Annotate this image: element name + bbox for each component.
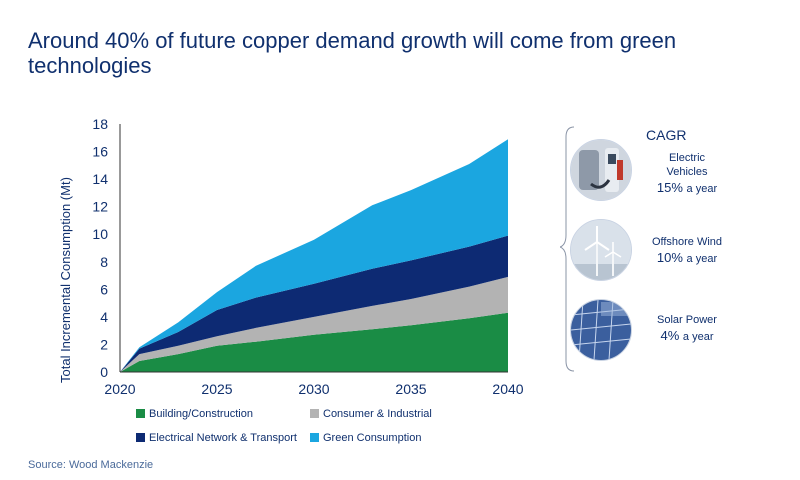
cagr-heading: CAGR <box>646 127 687 143</box>
y-tick-label: 4 <box>100 309 108 325</box>
brace-icon <box>560 126 575 372</box>
cagr-panel: CAGR Electric Vehicles 15% a year <box>560 125 760 375</box>
legend-item-consumer: Consumer & Industrial <box>310 408 432 420</box>
y-tick-label: 16 <box>92 144 108 160</box>
y-tick-label: 10 <box>92 226 108 242</box>
solar-panel-icon <box>570 299 632 361</box>
legend-item-electrical: Electrical Network & Transport <box>136 432 297 444</box>
legend-label: Consumer & Industrial <box>323 408 432 420</box>
x-tick-label: 2040 <box>492 381 523 397</box>
legend-label: Building/Construction <box>149 408 253 420</box>
cagr-rate: 4% <box>660 328 680 343</box>
area-series-2 <box>120 276 508 372</box>
source-note: Source: Wood Mackenzie <box>28 459 154 471</box>
area-series-4 <box>120 139 508 372</box>
cagr-item-ev: Electric Vehicles 15% a year <box>632 151 742 198</box>
area-series-3 <box>120 235 508 372</box>
x-tick-label: 2020 <box>104 381 135 397</box>
y-tick-label: 18 <box>92 116 108 132</box>
legend-swatch <box>310 433 319 442</box>
cagr-rate: 10% <box>656 250 683 265</box>
wind-turbine-icon <box>570 219 632 281</box>
y-tick-label: 6 <box>100 281 108 297</box>
area-series-1 <box>120 312 508 372</box>
legend-item-green: Green Consumption <box>310 432 421 444</box>
cagr-rate-line: 4% a year <box>632 327 742 346</box>
y-tick-label: 0 <box>100 364 108 380</box>
x-tick-label: 2035 <box>395 381 426 397</box>
cagr-unit: a year <box>682 331 714 343</box>
legend-label: Green Consumption <box>323 432 422 444</box>
legend-swatch <box>136 409 145 418</box>
chart-title: Around 40% of future copper demand growt… <box>28 28 677 78</box>
cagr-name: Vehicles <box>666 166 708 178</box>
legend-item-building: Building/Construction <box>136 408 253 420</box>
legend-swatch <box>136 433 145 442</box>
cagr-name: Electric <box>668 152 706 164</box>
cagr-item-solar: Solar Power 4% a year <box>632 313 742 346</box>
y-tick-label: 14 <box>92 171 108 187</box>
y-axis-label: Total Incremental Consumption (Mt) <box>58 177 73 383</box>
x-tick-label: 2030 <box>298 381 329 397</box>
cagr-name: Offshore Wind <box>651 236 723 248</box>
cagr-item-wind: Offshore Wind 10% a year <box>632 235 742 268</box>
cagr-rate-line: 15% a year <box>632 179 742 198</box>
cagr-rate: 15% <box>656 180 683 195</box>
y-tick-label: 12 <box>92 199 108 215</box>
y-tick-label: 2 <box>100 336 108 352</box>
cagr-unit: a year <box>686 253 718 265</box>
cagr-name: Solar Power <box>657 314 717 326</box>
electric-vehicle-charger-icon <box>570 139 632 201</box>
legend-swatch <box>310 409 319 418</box>
y-tick-label: 8 <box>100 254 108 270</box>
cagr-unit: a year <box>686 183 718 195</box>
legend-label: Electrical Network & Transport <box>149 432 297 444</box>
x-tick-label: 2025 <box>201 381 232 397</box>
cagr-rate-line: 10% a year <box>632 249 742 268</box>
